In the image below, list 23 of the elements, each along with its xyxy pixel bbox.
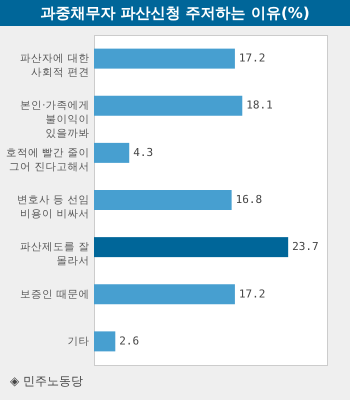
y-tick-label: 본인·가족에게 불이익이 있을까봐 — [20, 100, 90, 140]
data-label: 2.6 — [119, 334, 140, 348]
y-tick-label: 파산제도를 잘 몰라서 — [20, 241, 90, 268]
bar — [94, 96, 242, 116]
bar — [94, 48, 235, 69]
data-label: 18.1 — [246, 98, 273, 112]
data-label: 23.7 — [292, 240, 319, 254]
bar — [94, 190, 232, 210]
bar — [94, 331, 116, 352]
data-label: 4.3 — [133, 146, 154, 159]
data-label: 16.8 — [236, 193, 262, 206]
data-label: 17.2 — [238, 52, 266, 65]
y-tick-label: 파산자에 대한 사회적 편견 — [20, 52, 90, 79]
bar — [94, 284, 235, 304]
bar — [94, 237, 288, 258]
text: ◈ 민주노동당 — [9, 373, 84, 390]
y-tick-label: 변호사 등 선임 비용이 비싸서 — [16, 194, 90, 220]
y-tick-label: 보증인 때문에 — [20, 288, 90, 300]
y-tick-label: 기타 — [68, 335, 90, 348]
data-label: 17.2 — [238, 287, 266, 300]
chart-title: 과중채무자 파산신청 주저하는 이유(%) — [0, 0, 350, 26]
bar — [94, 142, 130, 163]
y-tick-label: 호적에 빨간 줄이 그어 진다고해서 — [6, 146, 90, 173]
